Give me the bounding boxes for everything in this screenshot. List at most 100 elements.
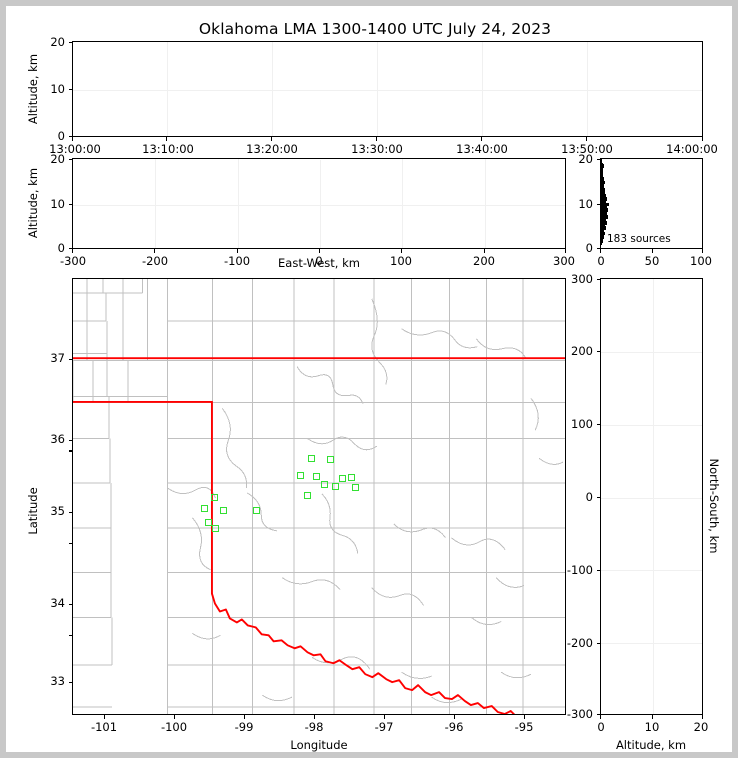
histogram-bar bbox=[601, 199, 606, 203]
tick-label: 35 bbox=[50, 504, 65, 518]
tick-label: 13:50:00 bbox=[561, 142, 613, 156]
histogram-bar bbox=[601, 162, 604, 167]
histogram-bar bbox=[601, 184, 605, 189]
lightning-source-marker bbox=[253, 507, 261, 515]
histogram-bar bbox=[601, 200, 607, 205]
tick-label: -99 bbox=[234, 720, 254, 734]
tick-label: -98 bbox=[304, 720, 324, 734]
tick-label: -96 bbox=[444, 720, 464, 734]
histogram-bar bbox=[601, 211, 608, 216]
histogram-bar bbox=[601, 204, 608, 209]
tick-label: 10 bbox=[644, 720, 660, 734]
lightning-source-marker bbox=[220, 507, 228, 515]
tick-label: 10 bbox=[578, 196, 593, 211]
histogram-bar bbox=[601, 220, 608, 225]
histogram-bar bbox=[601, 186, 604, 190]
lightning-source-marker bbox=[200, 504, 208, 512]
lightning-source-marker bbox=[321, 480, 329, 488]
tick-label: 200 bbox=[571, 344, 593, 359]
lightning-source-marker bbox=[332, 483, 340, 491]
panel-time-altitude-ylabel: Altitude, km bbox=[26, 53, 40, 125]
tick-label: 300 bbox=[553, 254, 575, 268]
figure-title: Oklahoma LMA 1300-1400 UTC July 24, 2023 bbox=[198, 20, 552, 38]
histogram-bar bbox=[601, 215, 609, 220]
histogram-bar bbox=[601, 191, 606, 196]
histogram-bar bbox=[601, 213, 607, 218]
tick-label: -101 bbox=[90, 720, 118, 734]
histogram-bar bbox=[601, 180, 606, 185]
tick-label: 100 bbox=[571, 417, 593, 432]
tick-label: 13:20:00 bbox=[246, 142, 298, 156]
histogram-bar bbox=[601, 171, 604, 176]
panel-altitude-north-south-xlabel: Altitude, km bbox=[615, 738, 687, 752]
histogram-bar bbox=[601, 193, 607, 198]
tick-label: 33 bbox=[50, 674, 65, 688]
histogram-bar bbox=[601, 226, 607, 230]
tick-label: -100 bbox=[160, 720, 188, 734]
tick-label: -100 bbox=[566, 562, 593, 577]
histogram-bar bbox=[601, 233, 604, 238]
panel-map-ylabel: Latitude bbox=[26, 487, 40, 535]
tick-label: -100 bbox=[223, 254, 251, 268]
histogram-bar bbox=[601, 231, 606, 236]
histogram-bar bbox=[601, 169, 603, 174]
lightning-source-marker bbox=[326, 455, 334, 463]
tick-label: 20 bbox=[50, 34, 65, 49]
histogram-bar bbox=[601, 237, 603, 241]
histogram-bar bbox=[601, 202, 610, 207]
tick-label: 34 bbox=[50, 596, 65, 610]
histogram-bar bbox=[601, 166, 603, 170]
panel-altitude-north-south bbox=[600, 278, 703, 715]
histogram-bar bbox=[601, 217, 607, 221]
panel-map bbox=[72, 278, 566, 715]
tick-label: 0 bbox=[57, 241, 65, 256]
histogram-bar bbox=[601, 164, 605, 169]
histogram-bar bbox=[601, 197, 608, 201]
lightning-source-marker bbox=[339, 475, 347, 483]
histogram-bar bbox=[601, 208, 609, 212]
tick-label: 300 bbox=[571, 271, 593, 286]
panel-east-west-altitude-ylabel: Altitude, km bbox=[26, 167, 40, 239]
tick-label: -300 bbox=[59, 254, 87, 268]
tick-label: -200 bbox=[566, 635, 593, 650]
histogram-bar bbox=[601, 175, 604, 179]
lightning-source-marker bbox=[204, 519, 212, 527]
tick-label: 13:30:00 bbox=[351, 142, 403, 156]
tick-label: 20 bbox=[50, 151, 65, 166]
histogram-bar bbox=[601, 188, 606, 192]
tick-label: 0 bbox=[57, 129, 65, 144]
tick-label: 0 bbox=[585, 241, 593, 256]
source-count-annotation: 183 sources bbox=[607, 233, 671, 245]
tick-label: 0 bbox=[315, 254, 323, 268]
panel-altitude-north-south-ylabel: North-South, km bbox=[707, 458, 721, 554]
histogram-bar bbox=[601, 239, 604, 243]
histogram-bar bbox=[601, 189, 605, 194]
panel-east-west-altitude bbox=[72, 158, 566, 249]
tick-label: 14:00:00 bbox=[666, 142, 718, 156]
tick-label: 100 bbox=[690, 254, 712, 268]
histogram-bar bbox=[601, 235, 605, 240]
histogram-bar bbox=[601, 229, 604, 234]
clipped-data-gap bbox=[316, 159, 326, 160]
tick-label: 36 bbox=[50, 432, 65, 446]
tick-label: -95 bbox=[514, 720, 534, 734]
lightning-source-marker bbox=[211, 524, 219, 532]
lightning-source-marker bbox=[307, 454, 315, 462]
tick-label: 13:00:00 bbox=[49, 142, 101, 156]
tick-label: -97 bbox=[374, 720, 394, 734]
histogram-bar bbox=[601, 160, 603, 165]
histogram-bar bbox=[601, 182, 604, 187]
lightning-source-marker bbox=[304, 491, 312, 499]
lightning-source-marker bbox=[351, 484, 359, 492]
tick-label: 13:40:00 bbox=[456, 142, 508, 156]
histogram-bar bbox=[601, 177, 605, 181]
panel-map-xlabel: Longitude bbox=[290, 738, 348, 752]
tick-label: 0 bbox=[585, 490, 593, 504]
tick-label: 20 bbox=[578, 151, 593, 166]
lightning-source-marker bbox=[297, 472, 305, 480]
histogram-bar bbox=[601, 209, 606, 214]
histogram-bar bbox=[601, 168, 604, 172]
panel-east-west-altitude-xlabel: East-West, km bbox=[278, 256, 360, 270]
panel-altitude-histogram bbox=[600, 158, 703, 249]
